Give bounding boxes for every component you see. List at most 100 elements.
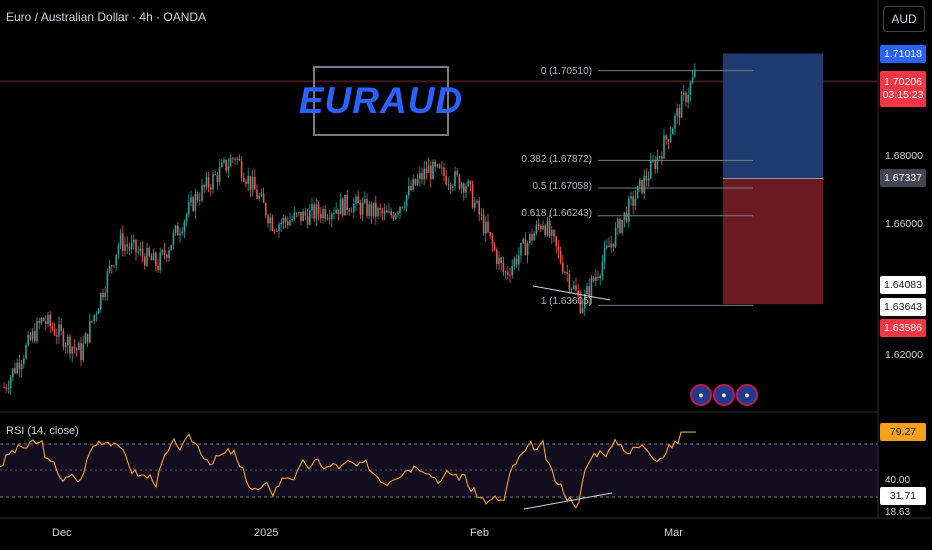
price-trendline[interactable] bbox=[532, 285, 611, 301]
candle-body bbox=[419, 173, 421, 180]
candle-body bbox=[139, 248, 142, 252]
candle-body bbox=[346, 194, 348, 211]
long-position-tool[interactable] bbox=[0, 53, 878, 305]
candle-body bbox=[397, 213, 399, 215]
candle-body bbox=[62, 330, 65, 348]
candle-body bbox=[603, 247, 606, 262]
candle-body bbox=[269, 217, 271, 224]
candle-body bbox=[14, 368, 16, 374]
candle-body bbox=[485, 221, 487, 234]
candle-body bbox=[267, 215, 269, 224]
candle-body bbox=[623, 212, 626, 220]
candle-body bbox=[73, 346, 76, 349]
currency-button[interactable]: AUD bbox=[883, 6, 925, 32]
candle-body bbox=[47, 314, 49, 324]
candle-body bbox=[414, 178, 417, 185]
au-flag-icon[interactable]: ● bbox=[690, 384, 712, 406]
candle-body bbox=[364, 199, 366, 203]
candle-body bbox=[185, 214, 188, 222]
candle-body bbox=[383, 210, 386, 214]
candle-body bbox=[212, 174, 214, 190]
candle-body bbox=[80, 343, 82, 361]
candle-body bbox=[84, 333, 87, 344]
candle-body bbox=[515, 258, 518, 265]
candle-body bbox=[438, 164, 441, 168]
candle-body bbox=[218, 167, 221, 182]
candle-body bbox=[511, 266, 513, 276]
candle-body bbox=[168, 250, 170, 258]
candle-body bbox=[170, 244, 172, 251]
rsi-divergence-trendline[interactable] bbox=[523, 492, 613, 510]
candle-body bbox=[260, 193, 263, 197]
candle-body bbox=[122, 233, 124, 251]
candle-body bbox=[331, 213, 333, 220]
candle-body bbox=[524, 238, 527, 256]
candle-body bbox=[148, 247, 150, 256]
candle-body bbox=[293, 212, 296, 220]
candle-body bbox=[636, 185, 639, 199]
candle-body bbox=[535, 224, 538, 234]
candle-body bbox=[566, 272, 568, 274]
candle-body bbox=[537, 224, 540, 226]
candle-body bbox=[669, 134, 672, 143]
candle-body bbox=[599, 275, 601, 278]
candle-body bbox=[5, 387, 7, 389]
candle-body bbox=[685, 92, 687, 103]
candle-body bbox=[606, 245, 608, 248]
candle-body bbox=[227, 166, 230, 171]
candle-body bbox=[137, 251, 139, 253]
candle-body bbox=[544, 225, 546, 236]
candle-body bbox=[443, 167, 445, 177]
candle-body bbox=[119, 233, 122, 246]
candle-body bbox=[469, 180, 472, 185]
candle-body bbox=[496, 249, 498, 264]
profit-zone bbox=[723, 53, 823, 179]
candle-body bbox=[531, 234, 533, 241]
rsi-value-tag: 79.27 bbox=[880, 423, 926, 441]
candle-body bbox=[333, 213, 335, 215]
event-icons[interactable]: ● ● ● bbox=[690, 384, 759, 406]
bar-countdown: 03:15:23 bbox=[882, 89, 924, 101]
price-tick-3: 1.62000 bbox=[885, 349, 923, 361]
rsi-label: RSI (14, close) bbox=[6, 425, 79, 437]
candle-body bbox=[16, 362, 18, 374]
candle-body bbox=[586, 286, 588, 294]
candle-body bbox=[339, 198, 342, 215]
fib-label-0: 0 (1.70510) bbox=[540, 66, 592, 77]
candle-body bbox=[427, 165, 430, 174]
candle-body bbox=[353, 203, 355, 213]
candle-body bbox=[652, 160, 654, 162]
candle-body bbox=[141, 248, 144, 257]
candle-body bbox=[548, 220, 551, 236]
candle-body bbox=[568, 273, 571, 289]
candle-body bbox=[324, 209, 326, 219]
symbol-logo: EURAUD bbox=[299, 66, 462, 136]
candle-body bbox=[174, 225, 177, 233]
candle-body bbox=[194, 194, 197, 212]
candle-body bbox=[370, 204, 373, 217]
candle-body bbox=[179, 233, 181, 236]
candle-body bbox=[663, 135, 665, 159]
candle-body bbox=[317, 204, 320, 214]
candle-body bbox=[601, 261, 604, 276]
fibonacci-retracement[interactable] bbox=[598, 70, 753, 306]
candle-body bbox=[372, 202, 375, 217]
target-price-tag: 1.71018 bbox=[880, 45, 926, 63]
candle-body bbox=[676, 108, 678, 116]
candle-body bbox=[29, 334, 32, 340]
candle-body bbox=[106, 271, 109, 293]
eu-flag-icon[interactable]: ● bbox=[713, 384, 735, 406]
stop-price-tag: 1.63643 bbox=[880, 298, 926, 316]
candle-body bbox=[456, 171, 458, 175]
candle-body bbox=[579, 295, 582, 313]
candle-body bbox=[262, 193, 265, 203]
candle-body bbox=[104, 292, 106, 298]
candle-body bbox=[157, 265, 159, 271]
candle-body bbox=[513, 258, 516, 267]
eu-flag-icon[interactable]: ● bbox=[736, 384, 758, 406]
candle-body bbox=[632, 196, 634, 206]
candle-body bbox=[410, 185, 412, 190]
candle-body bbox=[489, 232, 491, 236]
candle-body bbox=[126, 244, 128, 247]
